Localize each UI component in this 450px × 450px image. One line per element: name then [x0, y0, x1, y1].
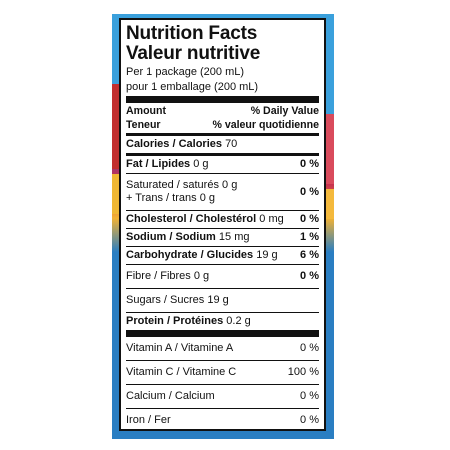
divider-thick	[126, 330, 319, 337]
divider-thin	[126, 360, 319, 361]
valeur-quotidienne-header: % valeur quotidienne	[212, 119, 319, 131]
header-row-english: Amount % Daily Value	[126, 103, 319, 117]
vitamin-c-row: Vitamin C / Vitamine C 100 %	[126, 361, 319, 384]
vitamin-a-label: Vitamin A / Vitamine A	[126, 342, 234, 354]
title-english: Nutrition Facts	[126, 23, 258, 44]
protein-label: Protein / Protéines	[126, 315, 224, 327]
fibre-label: Fibre / Fibres	[126, 270, 191, 282]
sugars-value: 19 g	[207, 294, 229, 306]
iron-label: Iron / Fer	[126, 414, 171, 426]
calcium-row: Calcium / Calcium 0 %	[126, 385, 319, 408]
cholesterol-value: 0 mg	[259, 213, 284, 225]
carbohydrate-label: Carbohydrate / Glucides	[126, 249, 254, 261]
vitamin-a-row: Vitamin A / Vitamine A 0 %	[126, 337, 319, 360]
divider-thin	[126, 264, 319, 265]
fat-row: Fat / Lipides 0 g 0 %	[126, 156, 319, 173]
cholesterol-percent: 0 %	[300, 213, 319, 225]
divider-thick	[126, 96, 319, 103]
divider-thin	[126, 408, 319, 409]
amount-header: Amount	[126, 105, 167, 117]
daily-value-header: % Daily Value	[250, 105, 319, 117]
sugars-row: Sugars / Sucres 19 g	[126, 289, 319, 312]
carbohydrate-percent: 6 %	[300, 249, 319, 261]
sodium-value: 15 mg	[218, 231, 250, 243]
calories-value: 70	[225, 138, 238, 150]
divider-thin	[126, 312, 319, 313]
nutrition-facts-label: Nutrition Facts Valeur nutritive Per 1 p…	[119, 18, 326, 431]
fibre-percent: 0 %	[300, 270, 319, 282]
calories-label: Calories / Calories	[126, 138, 222, 150]
iron-percent: 0 %	[300, 414, 319, 426]
teneur-header: Teneur	[126, 119, 161, 131]
sugars-label: Sugars / Sucres	[126, 294, 205, 306]
saturated-value: 0 g	[222, 179, 238, 191]
trans-value: 0 g	[199, 192, 215, 204]
calcium-label: Calcium / Calcium	[126, 390, 215, 402]
package-graphic-yellow	[112, 174, 120, 214]
package-graphic-red	[112, 84, 120, 169]
fibre-value: 0 g	[193, 270, 210, 282]
sodium-percent: 1 %	[300, 231, 319, 243]
calcium-percent: 0 %	[300, 390, 319, 402]
vitamin-a-percent: 0 %	[300, 342, 319, 354]
vitamin-c-percent: 100 %	[287, 366, 319, 378]
package-graphic-pink	[326, 114, 334, 184]
divider-medium	[126, 153, 319, 156]
divider-thin	[126, 173, 319, 174]
carbohydrate-value: 19 g	[256, 249, 278, 261]
protein-row: Protein / Protéines 0.2 g	[126, 313, 319, 330]
cholesterol-row: Cholesterol / Cholestérol 0 mg 0 %	[126, 211, 319, 228]
divider-thin	[126, 210, 319, 211]
trans-label: + Trans / trans	[126, 192, 197, 204]
divider-thin	[126, 288, 319, 289]
vitamin-c-label: Vitamin C / Vitamine C	[126, 366, 237, 378]
fat-percent: 0 %	[300, 158, 319, 170]
protein-value: 0.2 g	[226, 315, 251, 327]
divider-thin	[126, 228, 319, 229]
sodium-label: Sodium / Sodium	[126, 231, 216, 243]
saturated-trans-row: Saturated / saturés 0 g + Trans / trans …	[126, 174, 319, 210]
fibre-row: Fibre / Fibres 0 g 0 %	[126, 265, 319, 288]
package-graphic-orange	[326, 189, 334, 219]
divider-medium	[126, 133, 319, 136]
title-french: Valeur nutritive	[126, 43, 261, 64]
saturated-label: Saturated / saturés	[126, 179, 219, 191]
serving-size-english: Per 1 package (200 mL)	[126, 66, 245, 78]
calories-row: Calories / Calories 70	[126, 136, 319, 153]
header-row-french: Teneur % valeur quotidienne	[126, 117, 319, 133]
iron-row: Iron / Fer 0 %	[126, 409, 319, 432]
carbohydrate-row: Carbohydrate / Glucides 19 g 6 %	[126, 247, 319, 264]
sodium-row: Sodium / Sodium 15 mg 1 %	[126, 229, 319, 246]
fat-label: Fat / Lipides	[126, 158, 191, 170]
divider-thin	[126, 246, 319, 247]
saturated-trans-percent: 0 %	[300, 185, 319, 198]
fat-value: 0 g	[193, 158, 209, 170]
serving-size-french: pour 1 emballage (200 mL)	[126, 80, 259, 93]
cholesterol-label: Cholesterol / Cholestérol	[126, 213, 257, 225]
divider-thin	[126, 384, 319, 385]
